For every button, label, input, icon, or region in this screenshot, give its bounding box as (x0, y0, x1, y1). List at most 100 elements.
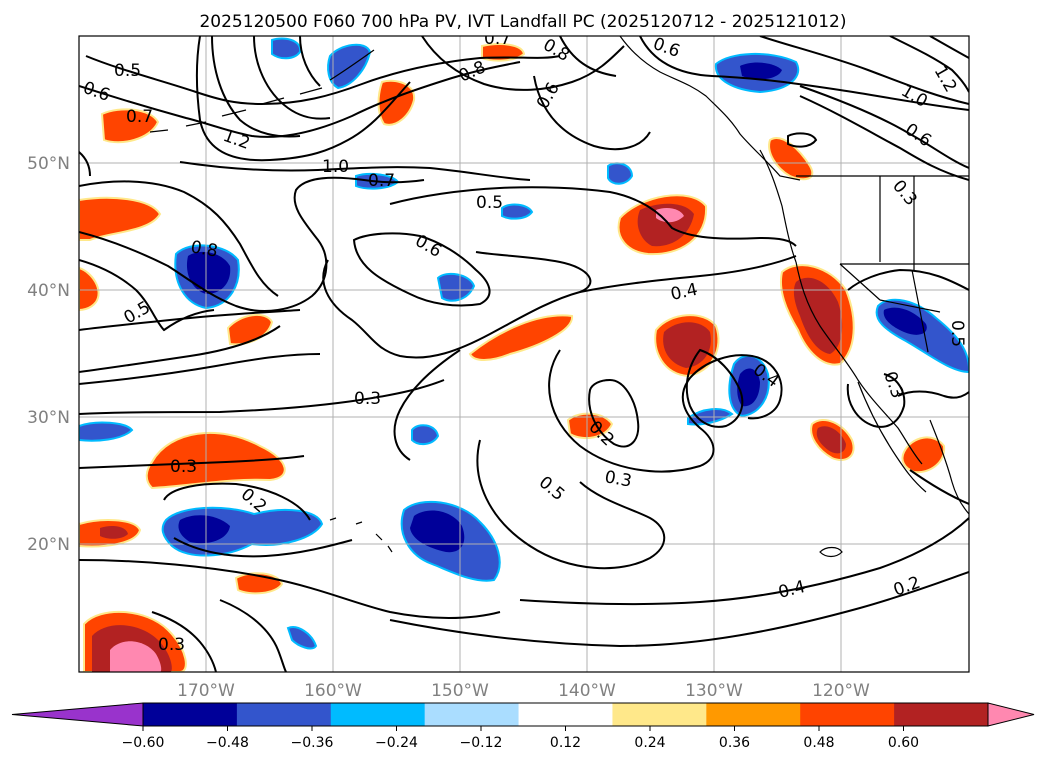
latitude-labels: 50°N 40°N 30°N 20°N (27, 154, 70, 555)
coastline-baja (857, 381, 969, 515)
pv-contour (897, 390, 969, 399)
pv-contour (799, 85, 969, 169)
pv-negative-region (186, 251, 231, 294)
pv-contour (79, 325, 281, 373)
pv-contour (79, 455, 305, 469)
colorbar-tick-label: −0.24 (375, 735, 418, 751)
pv-positive-region (468, 314, 574, 361)
colorbar-segment (236, 703, 332, 726)
pv-contour (389, 186, 797, 247)
pv-contour (759, 36, 969, 105)
pv-contour (685, 348, 744, 428)
colorbar-extend-high (987, 702, 1035, 727)
contour-label: 0.8 (189, 237, 219, 261)
figure-title: 2025120500 F060 700 hPa PV, IVT Landfall… (199, 12, 846, 32)
pv-positive-region (100, 526, 128, 539)
contour-label: 0.3 (170, 457, 197, 477)
colorbar-extend-low (11, 702, 144, 727)
colorbar-tick-label: 0.60 (888, 735, 919, 751)
pv-contour (787, 132, 818, 148)
coastline-alaska (619, 36, 801, 181)
lat-label: 30°N (27, 408, 70, 428)
colorbar-tick-label: 0.24 (634, 735, 665, 751)
colorbar-tick-label: −0.36 (291, 735, 334, 751)
colorbar-segment (612, 703, 707, 726)
colorbar-ticks: −0.60 −0.48 −0.36 −0.24 −0.12 0.12 0.24 0.36 0.4… (122, 726, 919, 751)
pv-contour (79, 180, 279, 297)
pv-contour (79, 151, 91, 177)
pv-contour (352, 232, 491, 307)
pv-positive-region (663, 322, 711, 368)
pv-negative-region (436, 272, 476, 302)
contour-label: 0.5 (476, 193, 503, 213)
pv-negative-region (737, 368, 760, 407)
pv-contour (253, 36, 331, 120)
pv-contour (588, 378, 640, 448)
pv-negative-region (271, 37, 302, 60)
pv-contour (847, 268, 969, 291)
colorbar-tick-label: 0.48 (803, 735, 834, 751)
pv-positive-region (481, 43, 526, 62)
colorbar-segment (424, 703, 520, 726)
pv-contour (211, 36, 301, 138)
pv-contours (79, 36, 969, 672)
contour-label: 0.3 (354, 389, 381, 409)
lon-label: 150°W (431, 681, 489, 701)
pv-negative-region (883, 307, 927, 335)
colorbar (11, 702, 1035, 727)
pv-contour (163, 482, 311, 521)
pv-contour (85, 55, 561, 106)
lon-label: 130°W (685, 681, 743, 701)
pv-contour (151, 611, 217, 672)
colorbar-tick-label: 0.12 (550, 735, 581, 751)
pv-contour (533, 75, 651, 151)
pv-contour (299, 36, 321, 87)
pv-negative-region (79, 421, 134, 442)
pv-negative-region (286, 626, 318, 650)
pv-contour (548, 349, 783, 473)
pv-negative-region (501, 203, 534, 220)
pv-positive-region (816, 426, 846, 454)
colorbar-tick-label: 0.36 (719, 735, 750, 751)
contour-label: 1.0 (322, 157, 349, 177)
pv-negative-region (740, 62, 782, 80)
pv-contour (799, 95, 969, 181)
pv-positive-region (100, 108, 160, 144)
colorbar-segment (518, 703, 613, 726)
pv-contour (196, 36, 411, 162)
lon-label: 160°W (304, 681, 362, 701)
colorbar-tick-label: −0.12 (460, 735, 503, 751)
pv-contour (639, 36, 969, 111)
contour-label: 0.7 (368, 171, 395, 191)
lon-label: 120°W (812, 681, 870, 701)
pv-contour (173, 537, 353, 558)
pv-contour (909, 469, 969, 505)
lat-label: 20°N (27, 535, 70, 555)
pv-contour (476, 439, 666, 570)
pv-contour (889, 36, 969, 93)
colorbar-segment (800, 703, 895, 726)
colorbar-segment (894, 703, 989, 726)
pv-contour (79, 309, 301, 331)
pv-contour (179, 161, 531, 181)
contour-label: 0.5 (114, 61, 141, 81)
pv-contour (79, 61, 521, 138)
pv-positive-region (110, 641, 162, 672)
pv-contour (322, 251, 592, 359)
coastline-west-us (795, 261, 923, 465)
pv-contour (579, 255, 797, 293)
pv-contour (79, 353, 321, 385)
pv-negative-region (178, 515, 230, 544)
colorbar-segment (143, 703, 238, 726)
pv-contour (929, 36, 969, 59)
pv-contour (219, 599, 287, 672)
coastline-bc (759, 149, 797, 263)
hawaii-islands (329, 517, 393, 553)
pv-negative-region (410, 510, 465, 553)
lat-label: 40°N (27, 281, 70, 301)
pv-negative-region (327, 43, 372, 90)
pv-contour (519, 517, 969, 606)
pv-contour (79, 379, 445, 415)
contour-label: 0.3 (158, 635, 185, 655)
